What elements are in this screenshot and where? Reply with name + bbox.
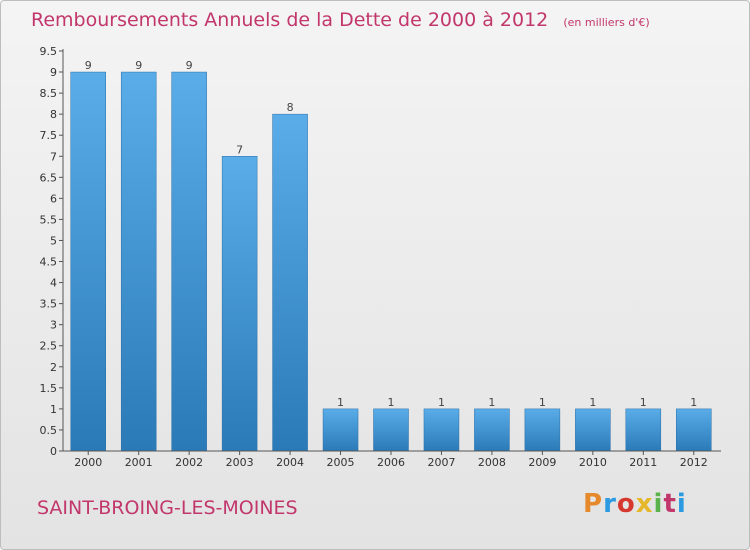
bar-2003 — [221, 156, 258, 452]
bar-2010 — [575, 408, 611, 452]
bar-2002 — [171, 71, 207, 452]
x-tick-label-2008: 2008 — [478, 456, 506, 469]
x-tick-label-2005: 2005 — [327, 456, 355, 469]
y-tick-label: 5 — [50, 234, 57, 247]
logo-letter: r — [603, 489, 617, 519]
y-tick-label: 9.5 — [40, 45, 58, 58]
bar-2000 — [70, 71, 106, 452]
y-tick-label: 7.5 — [40, 129, 58, 142]
x-tick-label-2007: 2007 — [427, 456, 455, 469]
x-tick-label-2001: 2001 — [125, 456, 153, 469]
bar-2006 — [373, 408, 409, 452]
logo-letter: o — [616, 489, 636, 519]
data-label-2008: 1 — [488, 396, 495, 409]
data-label-2005: 1 — [337, 396, 344, 409]
x-tick-label-2002: 2002 — [175, 456, 203, 469]
bar-2004 — [272, 113, 308, 452]
x-tick-label-2010: 2010 — [579, 456, 607, 469]
y-tick-label: 2.5 — [40, 340, 58, 353]
y-tick-label: 4.5 — [40, 256, 58, 269]
x-tick-label-2004: 2004 — [276, 456, 304, 469]
data-label-2000: 9 — [85, 59, 92, 72]
y-tick-label: 2 — [50, 361, 57, 374]
logo-letter: i — [676, 489, 687, 519]
bar-2001 — [120, 71, 157, 452]
y-tick-label: 3.5 — [40, 298, 58, 311]
data-label-2010: 1 — [589, 396, 596, 409]
data-label-2012: 1 — [690, 396, 697, 409]
bar-2007 — [423, 408, 460, 452]
y-tick-label: 8.5 — [40, 87, 58, 100]
data-label-2001: 9 — [135, 59, 142, 72]
y-tick-label: 5.5 — [40, 213, 58, 226]
x-tick-label-2012: 2012 — [680, 456, 708, 469]
y-tick-label: 0.5 — [40, 424, 58, 437]
y-tick-label: 1.5 — [40, 382, 58, 395]
data-label-2006: 1 — [388, 396, 395, 409]
y-tick-label: 0 — [50, 445, 57, 458]
x-tick-label-2011: 2011 — [629, 456, 657, 469]
logo-letter: x — [635, 489, 654, 519]
y-tick-label: 9 — [50, 66, 57, 79]
y-tick-label: 6.5 — [40, 171, 58, 184]
bar-2008 — [474, 408, 510, 452]
bar-2011 — [625, 408, 662, 452]
data-label-2003: 7 — [236, 143, 243, 156]
logo-letter: i — [653, 489, 664, 519]
data-label-2004: 8 — [287, 101, 294, 114]
chart-title: Remboursements Annuels de la Dette de 20… — [31, 9, 549, 31]
x-tick-label-2000: 2000 — [74, 456, 102, 469]
data-label-2009: 1 — [539, 396, 546, 409]
data-label-2007: 1 — [438, 396, 445, 409]
y-tick-label: 4 — [50, 277, 57, 290]
y-tick-label: 1 — [50, 403, 57, 416]
y-tick-label: 8 — [50, 108, 57, 121]
data-label-2011: 1 — [640, 396, 647, 409]
y-tick-label: 6 — [50, 192, 57, 205]
brand-logo: Proxiti — [583, 489, 687, 519]
y-tick-label: 7 — [50, 150, 57, 163]
data-label-2002: 9 — [186, 59, 193, 72]
bar-2012 — [676, 408, 712, 452]
x-tick-label-2003: 2003 — [226, 456, 254, 469]
y-tick-label: 3 — [50, 319, 57, 332]
x-tick-label-2006: 2006 — [377, 456, 405, 469]
logo-letter: t — [663, 489, 677, 519]
title-line: Remboursements Annuels de la Dette de 20… — [31, 9, 650, 31]
x-tick-label-2009: 2009 — [528, 456, 556, 469]
commune-name: SAINT-BROING-LES-MOINES — [37, 497, 298, 519]
bar-2009 — [524, 408, 561, 452]
bar-2005 — [322, 408, 359, 452]
chart-subtitle: (en milliers d'€) — [563, 16, 650, 29]
logo-letter: P — [583, 489, 604, 519]
